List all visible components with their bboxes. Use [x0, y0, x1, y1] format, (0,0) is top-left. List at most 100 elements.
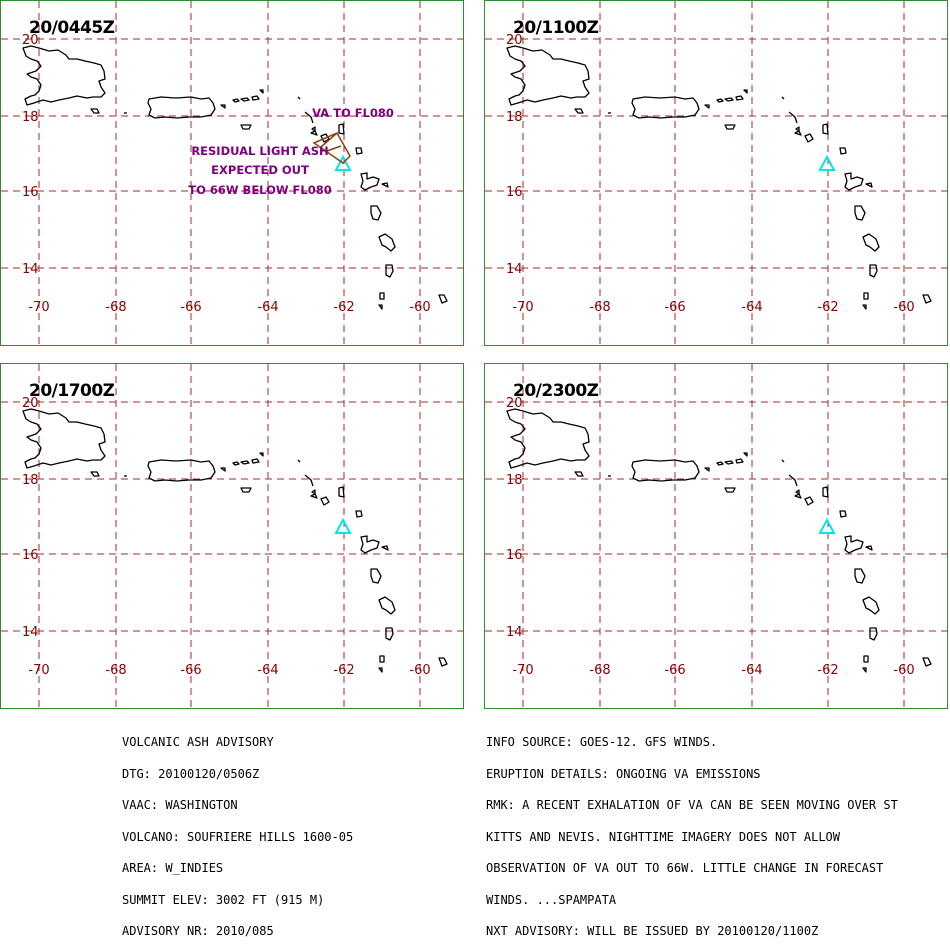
advisory-line: SUMMIT ELEV: 3002 FT (915 M) — [122, 892, 325, 907]
coastline — [355, 510, 363, 518]
coastline — [844, 172, 864, 191]
advisory-remarks-text: INFO SOURCE: GOES-12. GFS WINDS. ERUPTIO… — [486, 716, 898, 947]
ash-annotation: TO 66W BELOW FL080 — [188, 183, 332, 197]
advisory-line: OBSERVATION OF VA OUT TO 66W. LITTLE CHA… — [486, 861, 884, 875]
coastline — [320, 496, 330, 506]
coastline — [865, 182, 873, 188]
coastline — [854, 568, 866, 584]
latitude-label: 20 — [506, 33, 523, 48]
coastline — [574, 108, 584, 114]
latitude-label: 16 — [22, 548, 39, 563]
coastline — [297, 96, 301, 100]
coastline — [360, 172, 380, 191]
latitude-label: 18 — [506, 110, 523, 125]
advisory-line: ERUPTION DETAILS: ONGOING VA EMISSIONS — [486, 766, 761, 781]
coastline — [724, 460, 734, 465]
map-panel-1: 20 18 16 14 -70 -68 -66 -64 -62 -60 VA TO FL080 RES… — [0, 0, 465, 347]
coastline — [378, 596, 396, 615]
coastline — [794, 493, 802, 499]
longitude-label: -62 — [333, 300, 354, 315]
coastline — [724, 97, 734, 102]
ash-area-line — [326, 145, 342, 152]
longitude-label: -68 — [105, 663, 126, 678]
coastline — [788, 474, 798, 487]
longitude-label: -62 — [333, 663, 354, 678]
coastline — [240, 460, 250, 465]
longitude-label: -64 — [257, 300, 278, 315]
advisory-line: AREA: W_INDIES — [122, 861, 224, 875]
coastline — [297, 459, 301, 463]
coastline — [862, 596, 880, 615]
triangle-icon — [818, 154, 836, 171]
coastline — [506, 408, 590, 469]
advisory-line: WINDS. ...SPAMPATA — [486, 892, 617, 907]
latitude-label: 16 — [506, 185, 523, 200]
coastline — [438, 294, 448, 304]
advisory-header-text: VOLCANIC ASH ADVISORY DTG: 20100120/0506… — [122, 716, 353, 947]
coastline — [378, 667, 383, 673]
coastline — [370, 205, 382, 221]
ash-annotation: RESIDUAL LIGHT ASH — [191, 144, 328, 158]
coastline — [381, 545, 389, 551]
coastline — [704, 467, 710, 472]
coastline — [862, 304, 867, 310]
coastline — [379, 655, 385, 663]
latitude-label: 20 — [506, 396, 523, 411]
coastline — [310, 130, 318, 136]
coastline — [574, 471, 584, 477]
coastline — [232, 98, 240, 103]
coastline — [304, 111, 314, 124]
latitude-label: 20 — [22, 33, 39, 48]
coastline — [862, 233, 880, 252]
longitude-label: -62 — [817, 300, 838, 315]
coastline — [781, 96, 785, 100]
coastline — [854, 205, 866, 221]
latitude-label: 14 — [506, 262, 523, 277]
longitude-label: -60 — [893, 300, 914, 315]
coastline — [795, 489, 800, 495]
coastline — [839, 510, 847, 518]
coastline — [147, 96, 216, 119]
ash-annotation: EXPECTED OUT — [211, 163, 309, 177]
coastline — [320, 133, 330, 143]
coastline — [743, 89, 748, 94]
longitude-label: -66 — [180, 300, 201, 315]
latitude-label: 18 — [22, 110, 39, 125]
coastline — [304, 474, 314, 487]
coastline — [90, 471, 100, 477]
longitude-label: -66 — [180, 663, 201, 678]
triangle-icon — [818, 517, 836, 534]
coastline — [869, 264, 878, 278]
longitude-label: -64 — [257, 663, 278, 678]
latitude-label: 18 — [22, 473, 39, 488]
coastline — [311, 126, 316, 132]
triangle-icon — [334, 154, 352, 171]
coastline — [259, 452, 264, 457]
coastline — [922, 657, 932, 667]
longitude-label: -60 — [893, 663, 914, 678]
coastline — [310, 493, 318, 499]
longitude-label: -70 — [28, 300, 49, 315]
coastline — [251, 95, 260, 101]
coastline — [704, 104, 710, 109]
coastline — [240, 97, 250, 102]
coastline — [822, 123, 829, 135]
latitude-label: 14 — [22, 625, 39, 640]
panel-title: 20/1700Z — [29, 381, 115, 401]
coastline — [794, 130, 802, 136]
coastline — [360, 535, 380, 554]
advisory-line: KITTS AND NEVIS. NIGHTTIME IMAGERY DOES … — [486, 829, 841, 844]
coastline — [724, 487, 736, 493]
coastline — [869, 627, 878, 641]
longitude-label: -62 — [817, 663, 838, 678]
longitude-label: -68 — [105, 300, 126, 315]
longitude-label: -70 — [512, 663, 533, 678]
longitude-label: -68 — [589, 663, 610, 678]
panel-title: 20/1100Z — [513, 18, 599, 38]
coastline — [506, 45, 590, 106]
coastline — [631, 459, 700, 482]
ash-area-polygon — [312, 132, 351, 164]
map-2: 20 18 16 14 -70 -68 -66 -64 -62 -60 — [485, 1, 949, 347]
panel-title: 20/0445Z — [29, 18, 115, 38]
coastline — [355, 147, 363, 155]
